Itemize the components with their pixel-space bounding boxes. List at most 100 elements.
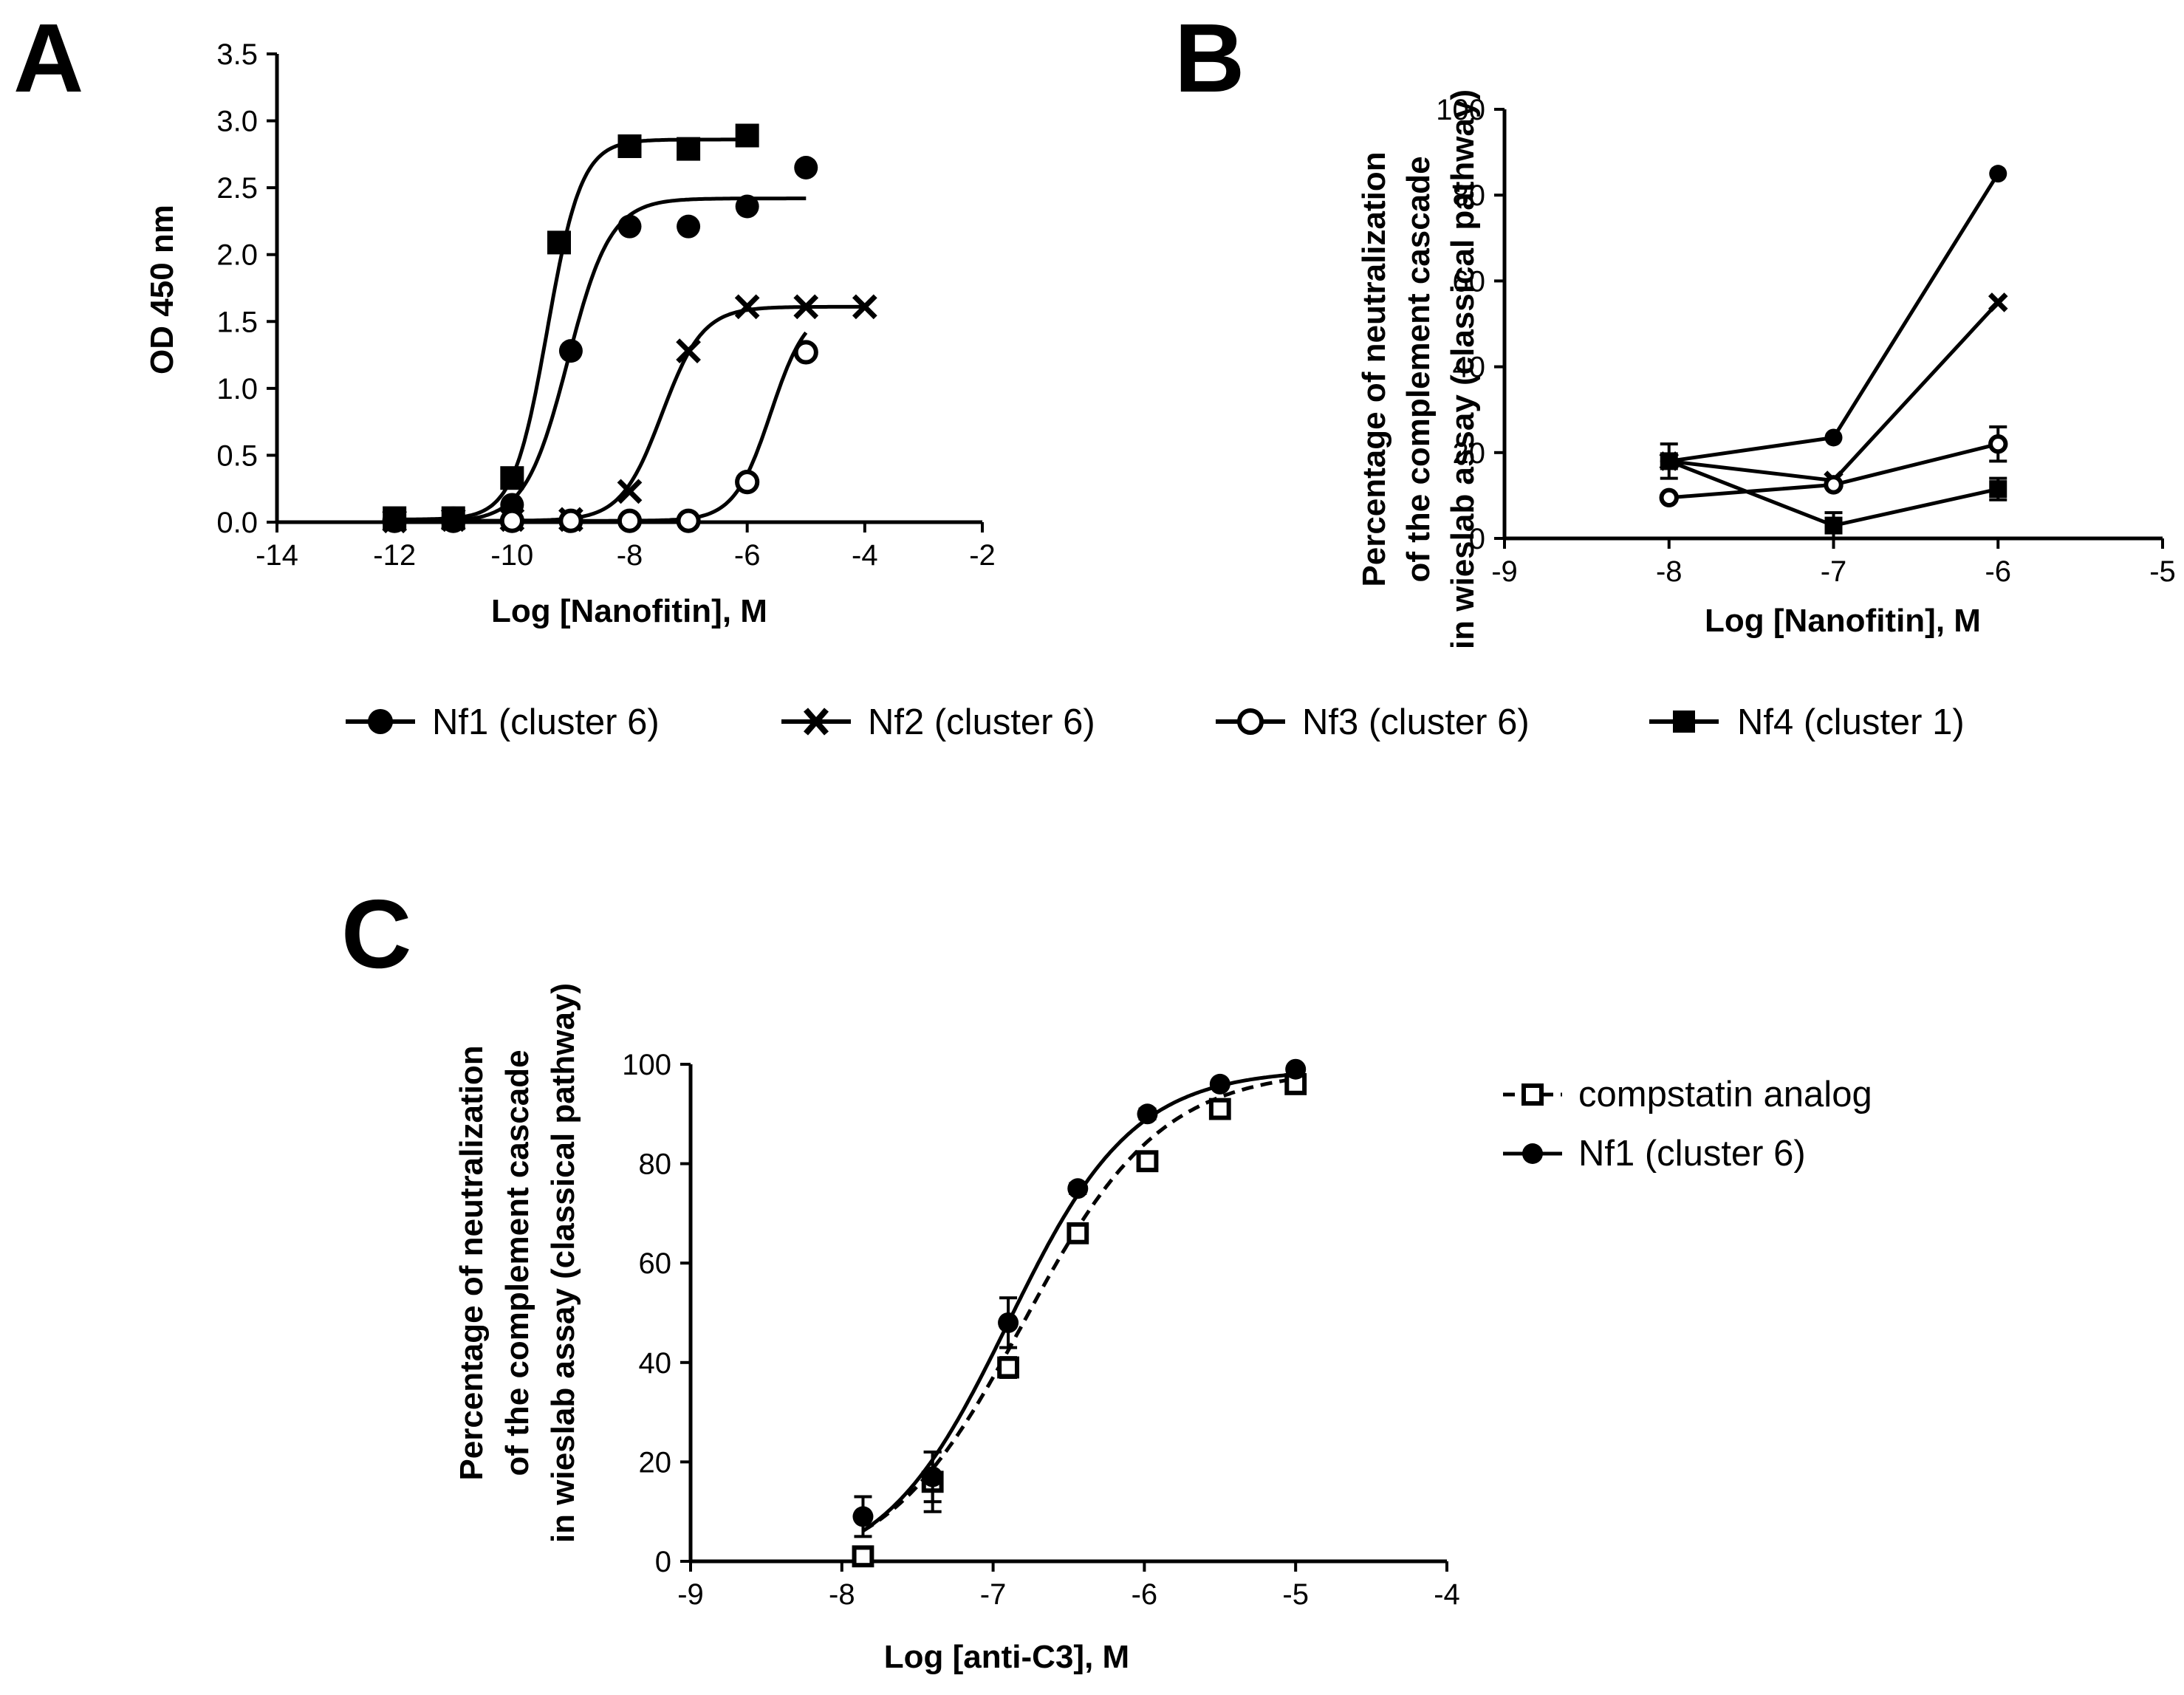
x-tick-label: -2 <box>969 539 996 572</box>
data-point-compstatin-analog <box>997 1356 1019 1379</box>
y-tick-label: 1.5 <box>216 306 258 338</box>
data-point-nf4-cluster-1 <box>677 137 701 161</box>
data-point-nf3-cluster-6 <box>1824 475 1844 495</box>
x-axis-title: Log [anti-C3], M <box>884 1639 1129 1675</box>
data-point-nf4-cluster-1 <box>1660 452 1678 470</box>
data-point-nf4-cluster-1 <box>1989 480 2007 499</box>
legend-item-nf3: Nf3 (cluster 6) <box>1216 702 1530 742</box>
y-tick-label: 60 <box>1453 265 1486 298</box>
data-point-nf4-cluster-1 <box>547 230 571 255</box>
x-tick-label: -5 <box>2149 555 2176 588</box>
data-point-nf1-cluster-6 <box>735 194 759 219</box>
data-point-nf3-cluster-6 <box>735 470 760 495</box>
y-axis-title: Percentage of neutralization of the comp… <box>453 983 581 1543</box>
open-square-icon <box>1521 1083 1544 1106</box>
x-tick-label: -4 <box>852 539 878 572</box>
data-point-nf4-cluster-1 <box>500 466 524 490</box>
legend-item-nf1: Nf1 (cluster 6) <box>346 702 660 742</box>
series-compstatin-analog <box>852 1073 1307 1568</box>
y-tick-label: 3.0 <box>216 106 258 138</box>
data-point-nf3-cluster-6 <box>499 508 524 533</box>
x-tick-label: -6 <box>734 539 761 572</box>
y-tick-label: 2.0 <box>216 239 258 272</box>
series-nf2-cluster-6 <box>382 294 877 534</box>
y-tick-label: 100 <box>622 1049 671 1081</box>
series-nf3-cluster-6 <box>382 331 818 533</box>
fit-curve-compstatin-analog <box>862 1077 1296 1533</box>
y-tick-label: 0 <box>655 1546 671 1578</box>
data-point-nf1-cluster-6 <box>1989 165 2007 183</box>
legend-label-nf4: Nf4 (cluster 1) <box>1737 702 1965 742</box>
legend-label-nf1: Nf1 (cluster 6) <box>1578 1134 1806 1174</box>
data-point-nf2-cluster-6 <box>1988 292 2008 312</box>
data-point-nf4-cluster-1 <box>383 506 407 530</box>
x-tick-label: -7 <box>1821 555 1847 588</box>
x-tick-label: -9 <box>1491 555 1518 588</box>
x-tick-label: -14 <box>256 539 298 572</box>
y-axis-title-line-1: Percentage of neutralization <box>453 1045 490 1480</box>
panel-label-b: B <box>1174 4 1245 112</box>
y-tick-label: 2.5 <box>216 172 258 205</box>
legend-item-nf2: Nf2 (cluster 6) <box>781 702 1095 742</box>
data-point-nf3-cluster-6 <box>793 340 818 365</box>
data-point-nf1-cluster-6 <box>1137 1103 1158 1125</box>
y-axis-ticks: 0 20 40 60 80 100 <box>622 1049 693 1578</box>
chart-panel-b: -9 -8 -7 -6 -5 0 20 40 60 80 100 Log [Nanofitin],… <box>1356 89 2176 649</box>
y-axis-title: Percentage of neutralization of the comp… <box>1356 89 1481 649</box>
chart-panel-a: -14 -12 -10 -8 -6 -4 -2 0.0 0.5 1.0 1.5 2.0 2.5 3.0 3… <box>144 38 996 629</box>
series-nf3-cluster-6 <box>1659 425 2008 508</box>
y-tick-label: 80 <box>639 1148 672 1181</box>
data-point-compstatin-analog <box>1067 1222 1089 1244</box>
data-point-nf2-cluster-6 <box>676 338 701 364</box>
y-tick-label: 40 <box>1453 352 1486 384</box>
x-axis-title: Log [Nanofitin], M <box>1705 603 1981 639</box>
series-line-nf1-cluster-6 <box>1668 172 2000 463</box>
x-axis-ticks: -9 -8 -7 -6 -5 <box>1491 536 2176 588</box>
x-cross-icon <box>803 708 829 736</box>
data-point-compstatin-analog <box>852 1545 874 1568</box>
chart-legend-c: compstatin analog Nf1 (cluster 6) <box>1503 1075 1872 1174</box>
y-tick-label: 0.0 <box>216 507 258 539</box>
filled-circle-icon <box>1522 1143 1543 1164</box>
y-tick-label: 60 <box>639 1247 672 1280</box>
data-point-nf1-cluster-6 <box>558 339 583 363</box>
x-tick-label: -8 <box>1656 555 1682 588</box>
series-nf1-cluster-6 <box>852 1058 1307 1538</box>
data-point-nf1-cluster-6 <box>677 214 701 239</box>
data-point-nf3-cluster-6 <box>558 508 583 533</box>
legend-label-nf3: Nf3 (cluster 6) <box>1302 702 1530 742</box>
y-tick-label: 40 <box>639 1347 672 1380</box>
legend-label-nf1: Nf1 (cluster 6) <box>432 702 660 742</box>
x-tick-label: -4 <box>1434 1578 1460 1611</box>
y-tick-label: 0.5 <box>216 439 258 472</box>
legend-label-nf2: Nf2 (cluster 6) <box>868 702 1095 742</box>
data-point-nf1-cluster-6 <box>998 1312 1019 1333</box>
data-point-nf1-cluster-6 <box>1209 1073 1230 1095</box>
fit-curve-nf1-cluster-6 <box>862 1072 1296 1533</box>
x-axis-ticks: -9 -8 -7 -6 -5 -4 <box>677 1559 1460 1611</box>
y-axis-title-line-2: of the complement cascade <box>1400 156 1437 582</box>
plot-area <box>382 123 877 534</box>
x-tick-label: -7 <box>980 1578 1007 1611</box>
plot-area <box>852 1058 1307 1568</box>
data-point-nf4-cluster-1 <box>441 506 465 530</box>
y-tick-label: 20 <box>1453 437 1486 470</box>
y-axis-title-line-3: in wieslab assay (classical pathway) <box>1445 89 1481 649</box>
y-tick-label: 20 <box>639 1446 672 1479</box>
data-point-nf1-cluster-6 <box>852 1506 874 1527</box>
data-point-nf1-cluster-6 <box>1824 428 1843 447</box>
data-point-nf4-cluster-1 <box>735 123 759 148</box>
y-tick-label: 3.5 <box>216 38 258 71</box>
data-point-nf3-cluster-6 <box>676 508 701 533</box>
data-point-nf2-cluster-6 <box>617 479 643 504</box>
data-point-nf1-cluster-6 <box>1285 1058 1307 1080</box>
legend-item-nf1: Nf1 (cluster 6) <box>1503 1134 1806 1174</box>
x-tick-label: -6 <box>1132 1578 1158 1611</box>
filled-circle-icon <box>368 709 393 734</box>
series-nf2-cluster-6 <box>1659 292 2008 490</box>
y-axis-ticks: 0.0 0.5 1.0 1.5 2.0 2.5 3.0 3.5 <box>216 38 279 539</box>
legend-label-compstatin: compstatin analog <box>1578 1075 1872 1114</box>
x-axis-ticks: -14 -12 -10 -8 -6 -4 -2 <box>256 520 996 572</box>
x-tick-label: -8 <box>829 1578 855 1611</box>
